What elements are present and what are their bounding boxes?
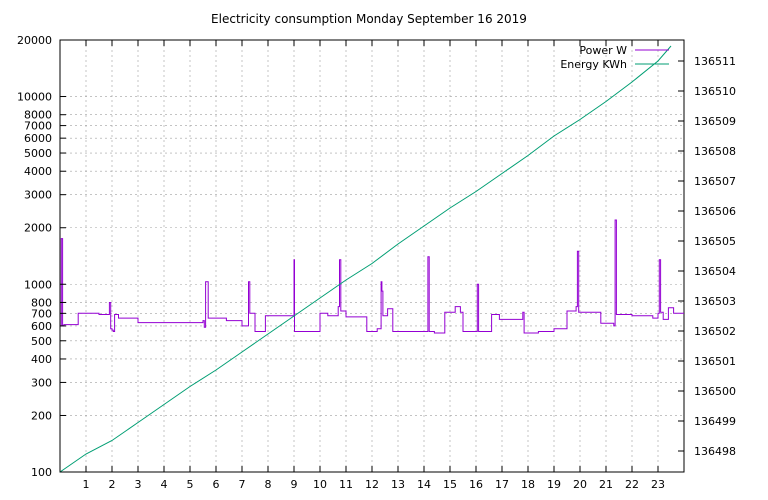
y-left-tick-label: 4000 — [24, 165, 52, 178]
series-lines — [59, 45, 684, 473]
y-left-tick-label: 8000 — [24, 109, 52, 122]
x-tick-label: 21 — [599, 478, 613, 491]
grid — [60, 39, 684, 473]
x-tick-label: 13 — [391, 478, 405, 491]
y-left-tick-label: 600 — [31, 320, 52, 333]
y-left-tick-label: 800 — [31, 296, 52, 309]
x-axis: 1 2 3 4 5 6 7 8 9 10 11 12 13 14 15 16 17 18 19 20 21 22 23 — [83, 40, 665, 491]
y-axis-right: 136498 136499 136500 136501 136502 136503 1365… — [678, 55, 736, 458]
y-right-tick-label: 136499 — [694, 415, 736, 428]
x-tick-label: 10 — [313, 478, 327, 491]
x-tick-label: 6 — [213, 478, 220, 491]
x-tick-label: 4 — [161, 478, 168, 491]
legend-label-energy: Energy KWh — [560, 58, 627, 71]
y-right-tick-label: 136504 — [694, 265, 736, 278]
x-tick-label: 17 — [495, 478, 509, 491]
y-left-tick-label: 20000 — [17, 34, 52, 47]
x-tick-label: 18 — [521, 478, 535, 491]
y-left-tick-label: 3000 — [24, 189, 52, 202]
series-line-energy-kwh — [59, 45, 672, 473]
y-right-tick-label: 136506 — [694, 205, 736, 218]
x-tick-label: 14 — [417, 478, 431, 491]
y-left-tick-label: 500 — [31, 335, 52, 348]
x-tick-label: 15 — [443, 478, 457, 491]
y-right-tick-label: 136507 — [694, 175, 736, 188]
y-left-tick-label: 6000 — [24, 132, 52, 145]
y-right-tick-label: 136509 — [694, 115, 736, 128]
y-right-tick-label: 136500 — [694, 385, 736, 398]
y-right-tick-label: 136498 — [694, 445, 736, 458]
legend-label-power: Power W — [579, 44, 627, 57]
x-tick-label: 9 — [291, 478, 298, 491]
y-left-tick-label: 2000 — [24, 222, 52, 235]
x-tick-label: 2 — [109, 478, 116, 491]
y-right-tick-label: 136508 — [694, 145, 736, 158]
x-tick-label: 12 — [365, 478, 379, 491]
x-tick-label: 11 — [339, 478, 353, 491]
y-left-tick-label: 7000 — [24, 120, 52, 133]
x-tick-label: 5 — [187, 478, 194, 491]
x-tick-label: 3 — [135, 478, 142, 491]
y-left-tick-label: 300 — [31, 376, 52, 389]
x-tick-label: 8 — [265, 478, 272, 491]
y-right-tick-label: 136505 — [694, 235, 736, 248]
y-right-tick-label: 136501 — [694, 355, 736, 368]
x-tick-label: 1 — [83, 478, 90, 491]
y-right-tick-label: 136510 — [694, 85, 736, 98]
x-tick-label: 22 — [625, 478, 639, 491]
x-tick-label: 16 — [469, 478, 483, 491]
y-right-tick-label: 136511 — [694, 55, 736, 68]
y-left-tick-label: 5000 — [24, 147, 52, 160]
y-left-tick-label: 200 — [31, 409, 52, 422]
chart-title: Electricity consumption Monday September… — [211, 12, 527, 26]
y-left-tick-label: 700 — [31, 307, 52, 320]
series-line-power-w — [60, 219, 684, 334]
y-right-tick-label: 136503 — [694, 295, 736, 308]
x-tick-label: 19 — [547, 478, 561, 491]
x-tick-label: 20 — [573, 478, 587, 491]
y-left-tick-label: 1000 — [24, 278, 52, 291]
y-left-tick-label: 10000 — [17, 91, 52, 104]
y-left-tick-label: 100 — [31, 466, 52, 479]
y-left-tick-label: 400 — [31, 353, 52, 366]
x-tick-label: 7 — [239, 478, 246, 491]
legend: Power W Energy KWh — [560, 44, 669, 71]
y-right-tick-label: 136502 — [694, 325, 736, 338]
x-tick-label: 23 — [651, 478, 665, 491]
